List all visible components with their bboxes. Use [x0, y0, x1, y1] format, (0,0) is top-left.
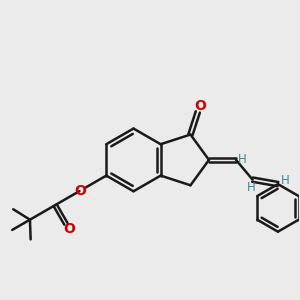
Text: O: O: [74, 184, 86, 198]
Text: O: O: [63, 223, 75, 236]
Text: H: H: [247, 182, 255, 194]
Text: H: H: [281, 174, 290, 187]
Text: H: H: [238, 153, 247, 167]
Text: O: O: [194, 99, 206, 112]
